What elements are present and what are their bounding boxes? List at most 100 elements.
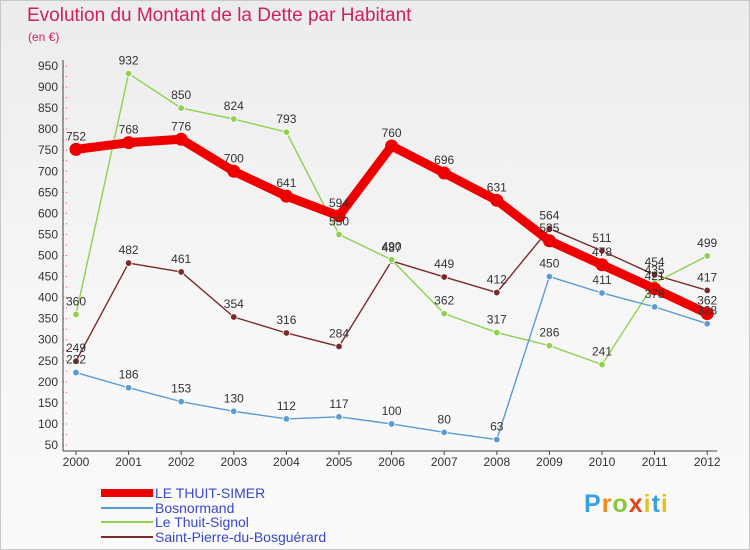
y-tick-label: 500 xyxy=(38,249,58,263)
legend-item-bosnormand: Bosnormand xyxy=(101,500,421,516)
data-label: 412 xyxy=(487,273,507,287)
data-point xyxy=(282,128,291,136)
y-tick-label: 600 xyxy=(38,206,58,220)
data-point xyxy=(493,288,501,297)
data-label: 594 xyxy=(329,196,349,210)
data-point xyxy=(174,132,188,146)
x-tick-label: 2007 xyxy=(431,455,458,469)
x-tick-label: 2000 xyxy=(63,455,90,469)
data-label: 117 xyxy=(329,397,348,411)
data-label: 760 xyxy=(382,126,402,140)
data-label: 490 xyxy=(382,240,402,254)
data-point xyxy=(387,256,396,264)
data-label: 63 xyxy=(490,420,504,434)
x-tick-label: 2004 xyxy=(273,455,300,469)
x-tick-label: 2008 xyxy=(483,455,510,469)
x-tick-label: 2010 xyxy=(589,455,616,469)
data-point xyxy=(648,282,662,296)
y-tick-label: 250 xyxy=(38,354,58,368)
data-point xyxy=(703,252,711,260)
data-label: 641 xyxy=(276,176,296,190)
x-tick-label: 2006 xyxy=(378,455,405,469)
data-label: 130 xyxy=(224,391,244,405)
proxiti-logo: Proxiti xyxy=(584,490,669,518)
x-tick-label: 2005 xyxy=(326,455,353,469)
data-point xyxy=(598,360,606,369)
data-label: 850 xyxy=(171,88,191,102)
series-line xyxy=(71,134,712,319)
data-label: 354 xyxy=(224,297,244,311)
data-point xyxy=(335,230,343,239)
data-label: 511 xyxy=(592,231,611,245)
data-label: 80 xyxy=(438,412,452,426)
y-tick-label: 450 xyxy=(38,270,58,284)
legend-label: Saint-Pierre-du-Bosguérard xyxy=(155,529,327,545)
data-point xyxy=(387,420,396,428)
x-tick-label: 2009 xyxy=(536,455,563,469)
data-label: 241 xyxy=(592,345,612,359)
data-label: 793 xyxy=(276,112,296,126)
y-tick-label: 950 xyxy=(38,59,58,73)
data-label: 824 xyxy=(224,99,244,113)
data-point xyxy=(69,142,83,156)
data-label: 487 xyxy=(382,241,402,255)
data-point xyxy=(230,115,238,123)
data-label: 378 xyxy=(645,287,665,301)
data-point xyxy=(595,258,609,272)
data-point xyxy=(72,357,80,365)
data-label: 932 xyxy=(119,54,139,68)
data-label: 454 xyxy=(645,255,665,269)
data-point xyxy=(703,320,711,328)
legend-swatch xyxy=(101,489,153,497)
x-tick-label: 2001 xyxy=(115,455,142,469)
x-tick-label: 2002 xyxy=(168,455,195,469)
series-line xyxy=(75,72,708,366)
data-label: 776 xyxy=(171,119,191,133)
chart-title: Evolution du Montant de la Dette par Hab… xyxy=(27,5,412,26)
data-point xyxy=(227,164,241,178)
y-tick-label: 850 xyxy=(38,101,58,115)
data-point xyxy=(335,413,343,421)
y-tick-label: 300 xyxy=(38,333,58,347)
data-point xyxy=(440,273,448,281)
data-label: 696 xyxy=(434,153,454,167)
data-point xyxy=(703,286,711,295)
data-point xyxy=(332,209,346,223)
x-tick-label: 2003 xyxy=(220,455,247,469)
data-label: 550 xyxy=(329,214,349,228)
data-label: 286 xyxy=(539,326,559,340)
data-point xyxy=(177,397,185,406)
data-point xyxy=(124,384,133,392)
data-label: 362 xyxy=(434,294,454,308)
data-label: 186 xyxy=(119,368,139,382)
data-point xyxy=(282,329,291,337)
data-label: 222 xyxy=(66,353,86,367)
data-point xyxy=(72,368,80,377)
data-point xyxy=(282,415,291,423)
data-point xyxy=(437,166,451,180)
y-tick-label: 400 xyxy=(38,291,58,305)
y-tick-label: 700 xyxy=(38,164,58,178)
data-point xyxy=(440,309,448,318)
data-point xyxy=(230,313,238,321)
legend-swatch xyxy=(101,536,153,538)
data-point xyxy=(542,234,556,248)
data-point xyxy=(440,428,448,437)
data-point xyxy=(385,139,399,153)
data-label: 449 xyxy=(434,257,454,271)
data-label: 461 xyxy=(171,252,191,266)
legend-swatch xyxy=(101,507,153,509)
data-point xyxy=(490,193,504,207)
data-labels: 752 768 776 700 641 594 760 696 631 535 478 421 362 2… xyxy=(66,54,718,434)
x-axis: 2000 2001 2002 2003 2004 2005 2006 2007 2008 2009… xyxy=(63,450,721,469)
data-point xyxy=(177,268,185,276)
data-point xyxy=(493,328,501,337)
legend-item-saint-pierre-du-bosguerard: Saint-Pierre-du-Bosguérard xyxy=(101,529,421,545)
y-tick-label: 350 xyxy=(38,312,58,326)
data-label: 417 xyxy=(697,270,717,284)
legend-label: Bosnormand xyxy=(155,500,235,516)
y-tick-label: 550 xyxy=(38,227,58,241)
data-label: 768 xyxy=(119,123,139,137)
